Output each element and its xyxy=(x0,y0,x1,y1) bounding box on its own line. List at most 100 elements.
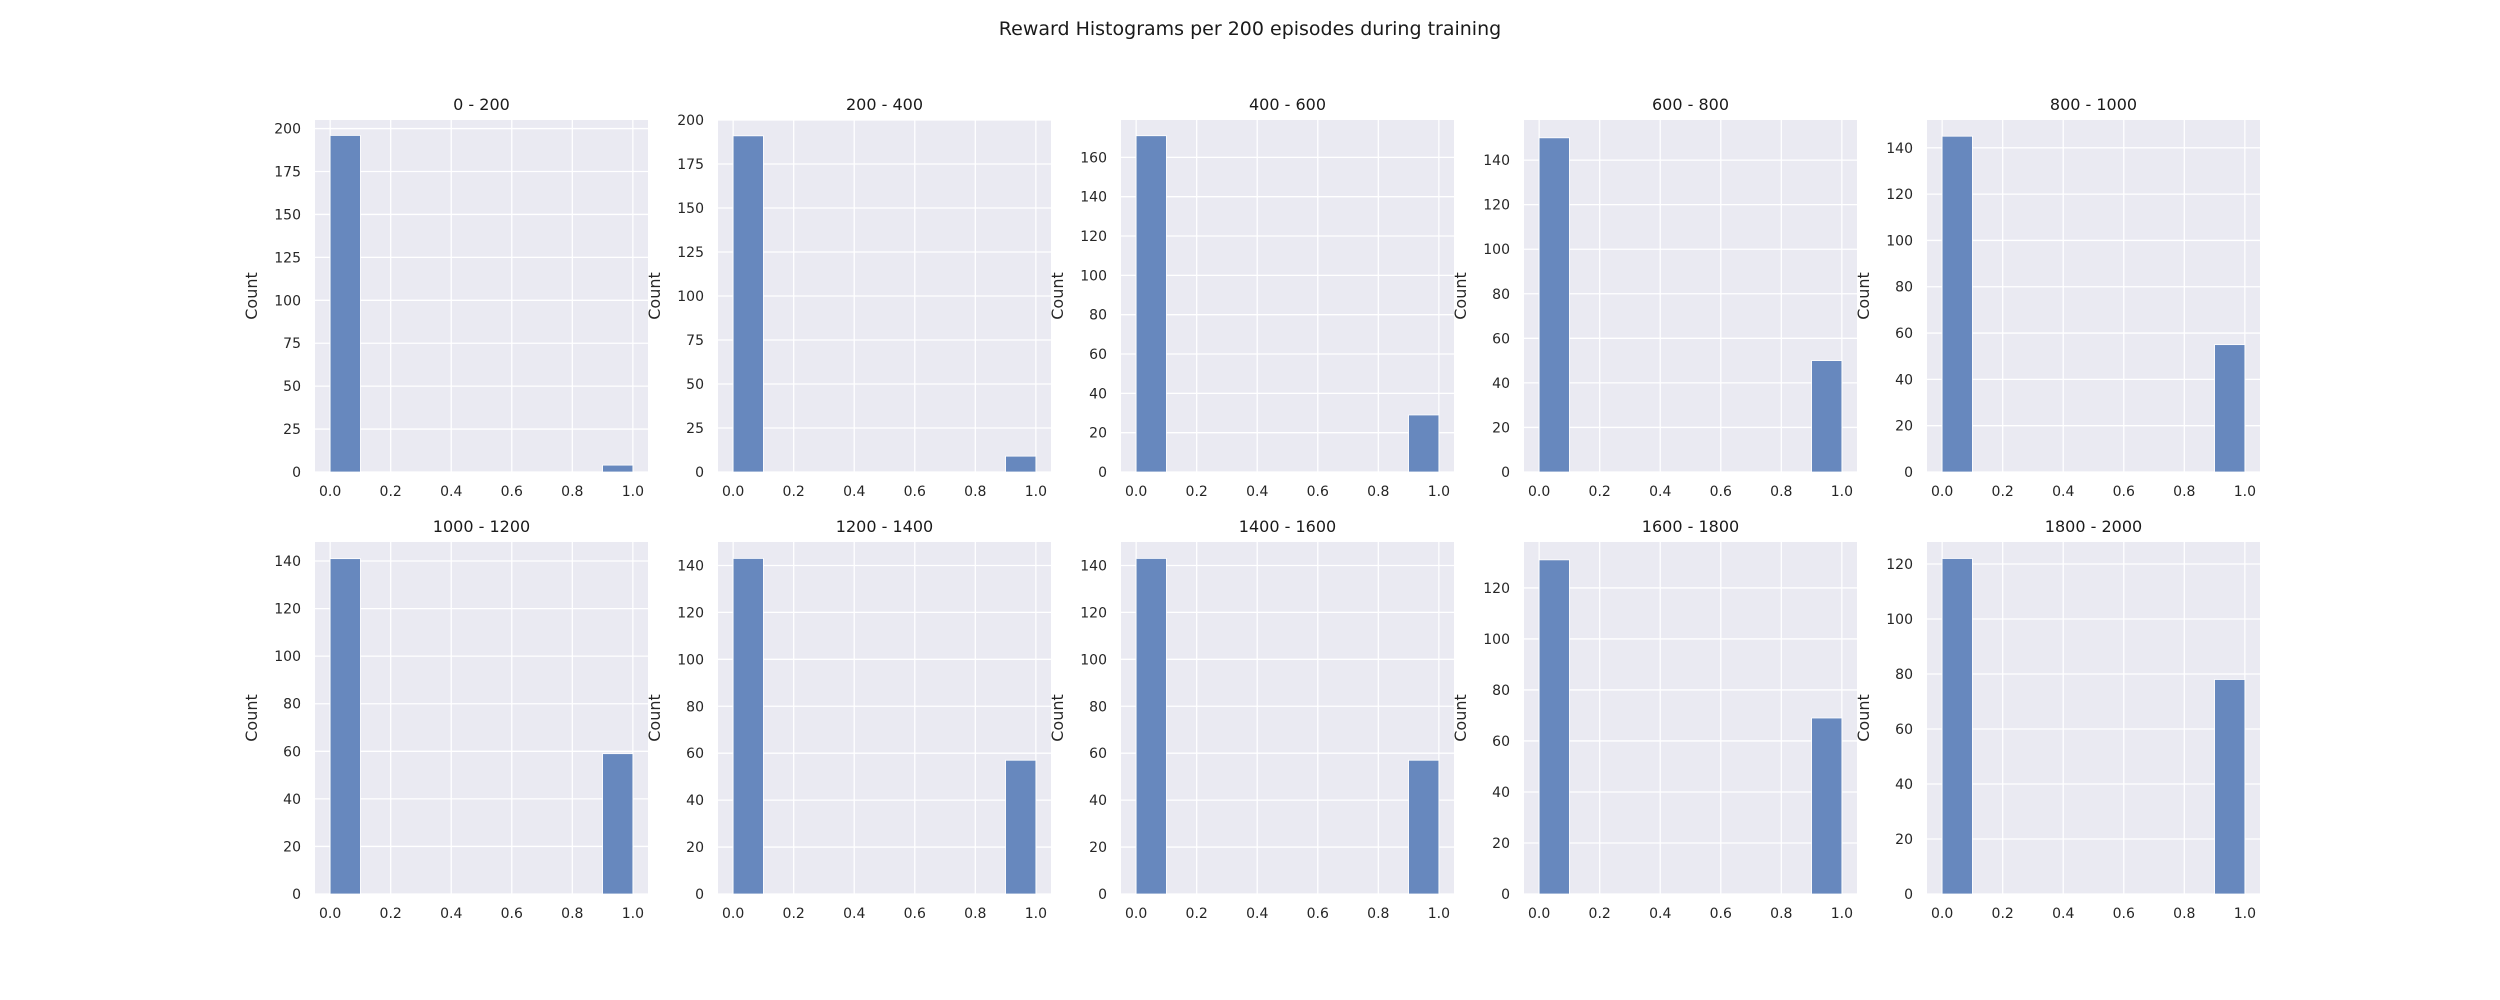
y-tick-label: 25 xyxy=(686,421,704,437)
x-tick-label: 0.2 xyxy=(380,484,402,500)
histogram-bar xyxy=(2214,344,2246,473)
x-tick-label: 0.4 xyxy=(843,484,865,500)
y-tick-label: 40 xyxy=(1895,777,1913,793)
y-axis-label: Count xyxy=(1451,272,1470,320)
x-tick-label: 1.0 xyxy=(1025,906,1047,922)
y-tick-label: 0 xyxy=(292,887,301,903)
histogram-bar xyxy=(732,558,764,895)
x-tick-label: 0.0 xyxy=(1931,484,1953,500)
y-tick-label: 0 xyxy=(1098,465,1107,481)
y-tick-label: 60 xyxy=(1089,746,1107,762)
histogram-bar xyxy=(602,464,634,473)
x-tick-label: 1.0 xyxy=(1831,484,1853,500)
histogram-bar xyxy=(1135,135,1167,473)
plot-area xyxy=(1927,542,2260,894)
x-tick-label: 0.6 xyxy=(1307,484,1329,500)
panel-title: 1000 - 1200 xyxy=(433,517,530,536)
x-tick-label: 1.0 xyxy=(2234,484,2256,500)
y-tick-label: 100 xyxy=(1886,233,1913,249)
y-axis-label: Count xyxy=(1451,694,1470,742)
x-tick-label: 0.2 xyxy=(783,906,805,922)
x-tick-label: 0.4 xyxy=(2052,906,2074,922)
plot-area xyxy=(1524,120,1857,472)
x-tick-label: 0.4 xyxy=(843,906,865,922)
y-tick-label: 60 xyxy=(1492,734,1510,750)
y-tick-label: 60 xyxy=(1895,722,1913,738)
y-tick-label: 40 xyxy=(1492,785,1510,801)
plot-area xyxy=(1121,542,1454,894)
y-tick-label: 150 xyxy=(274,207,301,223)
x-tick-label: 1.0 xyxy=(1831,906,1853,922)
x-tick-label: 0.8 xyxy=(1770,484,1792,500)
histogram-panel: 0.0 0.2 0.4 0.6 0.8 1.0 0 20 40 60 80 100 120 140 1200… xyxy=(645,517,1051,922)
y-tick-label: 100 xyxy=(1483,242,1510,258)
y-tick-label: 100 xyxy=(1886,612,1913,628)
x-tick-label: 0.4 xyxy=(2052,484,2074,500)
x-tick-label: 1.0 xyxy=(622,484,644,500)
histogram-bar xyxy=(602,753,634,895)
histogram-panel: 0.0 0.2 0.4 0.6 0.8 1.0 0 20 40 60 80 100 120 140 160 4… xyxy=(1048,95,1454,500)
histogram-bar xyxy=(1941,558,1973,895)
y-tick-label: 60 xyxy=(1492,331,1510,347)
histogram-bar xyxy=(1408,759,1440,895)
histogram-bar xyxy=(329,558,361,895)
x-tick-label: 0.4 xyxy=(440,906,462,922)
x-tick-label: 1.0 xyxy=(1025,484,1047,500)
x-tick-label: 0.2 xyxy=(1589,484,1611,500)
y-tick-label: 20 xyxy=(1895,832,1913,848)
histogram-bar xyxy=(2214,679,2246,895)
y-tick-label: 100 xyxy=(1080,652,1107,668)
histogram-panel: 0.0 0.2 0.4 0.6 0.8 1.0 0 20 40 60 80 100 120 140 800 … xyxy=(1854,95,2260,500)
x-tick-label: 0.4 xyxy=(1649,484,1671,500)
x-tick-label: 0.8 xyxy=(2173,906,2195,922)
y-tick-label: 80 xyxy=(1089,308,1107,324)
y-tick-label: 80 xyxy=(1492,683,1510,699)
histogram-bar xyxy=(1811,717,1843,895)
y-tick-label: 40 xyxy=(1089,386,1107,402)
y-tick-label: 0 xyxy=(1904,887,1913,903)
y-tick-label: 20 xyxy=(686,840,704,856)
x-tick-label: 0.6 xyxy=(904,906,926,922)
y-tick-label: 20 xyxy=(283,839,301,855)
y-tick-label: 160 xyxy=(1080,150,1107,166)
panel-title: 200 - 400 xyxy=(846,95,923,114)
y-tick-label: 80 xyxy=(1492,287,1510,303)
x-tick-label: 0.0 xyxy=(1125,484,1147,500)
histogram-bar xyxy=(1135,558,1167,895)
x-tick-label: 1.0 xyxy=(2234,906,2256,922)
x-tick-label: 0.6 xyxy=(1307,906,1329,922)
y-tick-label: 200 xyxy=(677,113,704,129)
y-tick-label: 80 xyxy=(1089,699,1107,715)
x-tick-label: 1.0 xyxy=(1428,484,1450,500)
y-tick-label: 60 xyxy=(283,744,301,760)
x-tick-label: 0.6 xyxy=(2113,484,2135,500)
x-tick-label: 0.8 xyxy=(561,906,583,922)
histogram-bar xyxy=(1811,360,1843,473)
y-tick-label: 125 xyxy=(274,250,301,266)
y-tick-label: 140 xyxy=(1483,153,1510,169)
y-axis-label: Count xyxy=(1854,694,1873,742)
x-tick-label: 0.0 xyxy=(722,484,744,500)
y-tick-label: 20 xyxy=(1492,836,1510,852)
x-tick-label: 0.6 xyxy=(904,484,926,500)
y-tick-label: 120 xyxy=(1080,229,1107,245)
y-tick-label: 120 xyxy=(274,602,301,618)
y-tick-label: 100 xyxy=(274,649,301,665)
x-tick-label: 0.8 xyxy=(2173,484,2195,500)
y-tick-label: 0 xyxy=(1904,465,1913,481)
y-tick-label: 150 xyxy=(677,201,704,217)
y-tick-label: 100 xyxy=(274,293,301,309)
y-tick-label: 40 xyxy=(1895,372,1913,388)
y-tick-label: 100 xyxy=(677,652,704,668)
plot-area xyxy=(315,542,648,894)
histogram-panel: 0.0 0.2 0.4 0.6 0.8 1.0 0 25 50 75 100 125 150 175 200… xyxy=(242,95,648,500)
y-tick-label: 140 xyxy=(1080,558,1107,574)
y-tick-label: 60 xyxy=(1089,347,1107,363)
y-tick-label: 120 xyxy=(1483,581,1510,597)
x-tick-label: 0.8 xyxy=(964,484,986,500)
x-tick-label: 0.4 xyxy=(440,484,462,500)
y-tick-label: 0 xyxy=(1501,465,1510,481)
y-tick-label: 140 xyxy=(274,554,301,570)
panel-title: 1600 - 1800 xyxy=(1642,517,1739,536)
